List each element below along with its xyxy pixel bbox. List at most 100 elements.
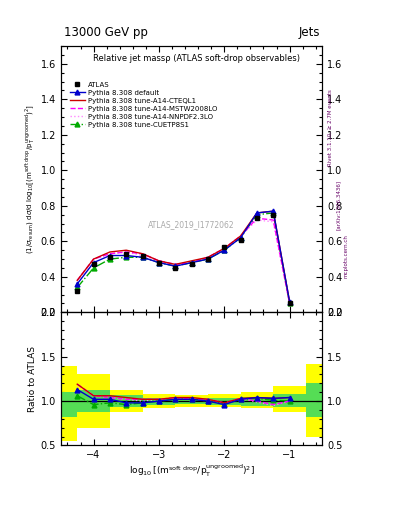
Line: ATLAS: ATLAS — [75, 212, 292, 306]
Pythia 8.308 tune-A14-MSTW2008LO — [156, 258, 161, 264]
Pythia 8.308 tune-A14-CTEQL1 — [140, 251, 145, 257]
Y-axis label: $(1/\sigma_\mathrm{resum})$ d$\sigma$/d log$_{10}$[(m$^{\mathrm{soft\ drop}}$/p$: $(1/\sigma_\mathrm{resum})$ d$\sigma$/d … — [23, 104, 37, 254]
Pythia 8.308 tune-A14-NNPDF2.3LO — [140, 252, 145, 259]
Pythia 8.308 tune-A14-NNPDF2.3LO — [287, 301, 292, 307]
Pythia 8.308 tune-CUETP8S1 — [287, 301, 292, 307]
Pythia 8.308 tune-A14-NNPDF2.3LO — [108, 251, 112, 257]
Text: Rivet 3.1.10, ≥ 2.7M events: Rivet 3.1.10, ≥ 2.7M events — [328, 90, 333, 166]
Text: mcplots.cern.ch: mcplots.cern.ch — [344, 234, 349, 278]
Pythia 8.308 default — [75, 281, 80, 287]
Pythia 8.308 tune-A14-MSTW2008LO — [189, 260, 194, 266]
Pythia 8.308 tune-CUETP8S1 — [124, 254, 129, 261]
Text: ATLAS_2019_I1772062: ATLAS_2019_I1772062 — [148, 220, 235, 229]
Pythia 8.308 tune-CUETP8S1 — [108, 256, 112, 262]
ATLAS — [238, 237, 243, 243]
Pythia 8.308 tune-CUETP8S1 — [156, 260, 161, 266]
Pythia 8.308 tune-A14-NNPDF2.3LO — [91, 256, 96, 262]
Pythia 8.308 tune-A14-CTEQL1 — [255, 210, 259, 216]
ATLAS — [124, 251, 129, 257]
Pythia 8.308 tune-A14-NNPDF2.3LO — [206, 254, 210, 261]
Pythia 8.308 tune-A14-CTEQL1 — [287, 298, 292, 305]
Pythia 8.308 tune-A14-NNPDF2.3LO — [255, 217, 259, 223]
Pythia 8.308 default — [238, 234, 243, 241]
ATLAS — [156, 260, 161, 266]
ATLAS — [206, 256, 210, 262]
Pythia 8.308 default — [140, 254, 145, 261]
Text: 13000 GeV pp: 13000 GeV pp — [64, 27, 147, 39]
ATLAS — [255, 215, 259, 221]
Pythia 8.308 tune-A14-CTEQL1 — [108, 249, 112, 255]
Pythia 8.308 tune-CUETP8S1 — [140, 254, 145, 261]
Pythia 8.308 tune-A14-CTEQL1 — [173, 261, 178, 267]
ATLAS — [271, 211, 275, 218]
Pythia 8.308 tune-CUETP8S1 — [255, 211, 259, 218]
Pythia 8.308 tune-A14-MSTW2008LO — [206, 254, 210, 261]
Pythia 8.308 default — [156, 260, 161, 266]
Pythia 8.308 tune-CUETP8S1 — [173, 263, 178, 269]
Pythia 8.308 tune-A14-NNPDF2.3LO — [156, 258, 161, 264]
Pythia 8.308 tune-A14-CTEQL1 — [222, 245, 227, 251]
Pythia 8.308 tune-A14-CTEQL1 — [124, 247, 129, 253]
Pythia 8.308 tune-A14-MSTW2008LO — [140, 251, 145, 257]
Line: Pythia 8.308 tune-A14-NNPDF2.3LO: Pythia 8.308 tune-A14-NNPDF2.3LO — [77, 220, 290, 304]
Pythia 8.308 tune-A14-CTEQL1 — [238, 233, 243, 239]
Pythia 8.308 tune-A14-CTEQL1 — [75, 278, 80, 284]
Pythia 8.308 tune-A14-CTEQL1 — [189, 258, 194, 264]
Line: Pythia 8.308 tune-A14-CTEQL1: Pythia 8.308 tune-A14-CTEQL1 — [77, 211, 290, 302]
Pythia 8.308 tune-A14-CTEQL1 — [91, 256, 96, 262]
Text: Jets: Jets — [298, 27, 320, 39]
Pythia 8.308 default — [173, 263, 178, 269]
Text: Relative jet massρ (ATLAS soft-drop observables): Relative jet massρ (ATLAS soft-drop obse… — [93, 54, 300, 63]
Pythia 8.308 default — [189, 260, 194, 266]
Pythia 8.308 default — [91, 260, 96, 266]
Pythia 8.308 tune-A14-MSTW2008LO — [75, 278, 80, 284]
ATLAS — [222, 244, 227, 250]
Pythia 8.308 tune-A14-MSTW2008LO — [124, 249, 129, 255]
Pythia 8.308 tune-CUETP8S1 — [222, 247, 227, 253]
Pythia 8.308 default — [124, 252, 129, 259]
Pythia 8.308 tune-A14-CTEQL1 — [156, 258, 161, 264]
Pythia 8.308 default — [206, 256, 210, 262]
Legend: ATLAS, Pythia 8.308 default, Pythia 8.308 tune-A14-CTEQL1, Pythia 8.308 tune-A14: ATLAS, Pythia 8.308 default, Pythia 8.30… — [70, 81, 218, 128]
Pythia 8.308 tune-A14-NNPDF2.3LO — [271, 219, 275, 225]
Pythia 8.308 tune-A14-NNPDF2.3LO — [173, 261, 178, 267]
Pythia 8.308 tune-A14-MSTW2008LO — [287, 301, 292, 307]
Pythia 8.308 default — [287, 298, 292, 305]
Line: Pythia 8.308 tune-CUETP8S1: Pythia 8.308 tune-CUETP8S1 — [75, 210, 292, 306]
Pythia 8.308 tune-A14-NNPDF2.3LO — [222, 245, 227, 251]
Pythia 8.308 tune-A14-MSTW2008LO — [238, 233, 243, 239]
Pythia 8.308 default — [108, 252, 112, 259]
Pythia 8.308 tune-A14-NNPDF2.3LO — [238, 233, 243, 239]
Line: Pythia 8.308 default: Pythia 8.308 default — [75, 209, 292, 304]
ATLAS — [287, 301, 292, 307]
Pythia 8.308 default — [255, 210, 259, 216]
Pythia 8.308 tune-A14-MSTW2008LO — [271, 217, 275, 223]
Pythia 8.308 tune-CUETP8S1 — [238, 234, 243, 241]
Pythia 8.308 tune-A14-MSTW2008LO — [108, 251, 112, 257]
ATLAS — [140, 252, 145, 259]
Pythia 8.308 tune-CUETP8S1 — [206, 256, 210, 262]
Line: Pythia 8.308 tune-A14-MSTW2008LO: Pythia 8.308 tune-A14-MSTW2008LO — [77, 218, 290, 304]
Y-axis label: Ratio to ATLAS: Ratio to ATLAS — [28, 346, 37, 412]
Pythia 8.308 tune-CUETP8S1 — [91, 265, 96, 271]
Pythia 8.308 tune-A14-NNPDF2.3LO — [124, 249, 129, 255]
Pythia 8.308 tune-A14-CTEQL1 — [271, 208, 275, 214]
Pythia 8.308 tune-CUETP8S1 — [75, 284, 80, 290]
Pythia 8.308 tune-A14-MSTW2008LO — [91, 256, 96, 262]
X-axis label: $\log_{10}$[(m$^{\mathrm{soft\ drop}}$/p$_\mathrm{T}^{\mathrm{ungroomed}}$)$^{2}: $\log_{10}$[(m$^{\mathrm{soft\ drop}}$/p… — [129, 463, 255, 479]
Pythia 8.308 tune-A14-MSTW2008LO — [222, 245, 227, 251]
Pythia 8.308 tune-A14-NNPDF2.3LO — [75, 278, 80, 284]
Pythia 8.308 tune-A14-NNPDF2.3LO — [189, 260, 194, 266]
ATLAS — [75, 288, 80, 294]
Text: [arXiv:1306.3436]: [arXiv:1306.3436] — [336, 180, 341, 230]
Pythia 8.308 tune-CUETP8S1 — [189, 260, 194, 266]
ATLAS — [173, 265, 178, 271]
Pythia 8.308 default — [271, 208, 275, 214]
ATLAS — [108, 254, 112, 261]
Pythia 8.308 tune-A14-MSTW2008LO — [173, 261, 178, 267]
Pythia 8.308 tune-A14-CTEQL1 — [206, 254, 210, 261]
Pythia 8.308 default — [222, 247, 227, 253]
ATLAS — [189, 261, 194, 267]
ATLAS — [91, 261, 96, 267]
Pythia 8.308 tune-A14-MSTW2008LO — [255, 215, 259, 221]
